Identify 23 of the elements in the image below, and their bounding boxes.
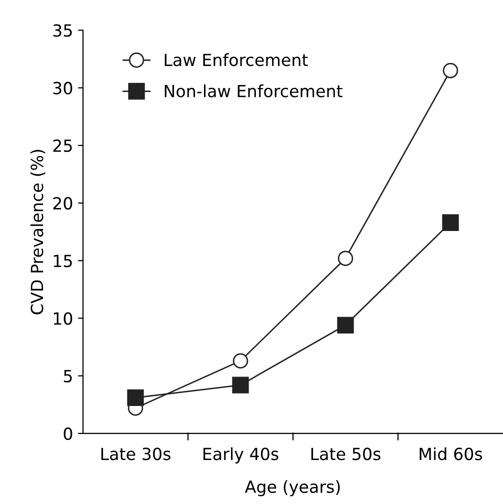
y-tick-label: 0 [64,427,72,440]
y-tick-label: 20 [53,197,72,210]
x-tick-label: Late 50s [311,448,380,460]
y-axis-title: CVD Prevalence (%) [30,150,46,314]
legend-label: Non-law Enforcement [164,84,342,98]
y-tick-label: 10 [54,312,72,325]
point [338,250,354,266]
y-tick-label: 30 [53,82,72,94]
x-tick-label: Mid 60s [420,447,482,460]
point [232,376,249,394]
legend-label: Law Enforcement [164,53,308,66]
point [337,316,354,334]
y-tick-label: 25 [53,139,72,152]
x-tick-label: Early 40s [203,447,278,464]
x-axis-title: Age (years) [244,480,340,496]
point [442,214,459,231]
y-tick-label: 35 [53,24,72,37]
point [127,389,144,406]
x-tick-label: Late 30s [101,448,170,460]
point [232,353,248,369]
y-tick-label: 5 [64,370,72,382]
y-tick-label: 15 [54,254,72,268]
point [442,62,458,78]
